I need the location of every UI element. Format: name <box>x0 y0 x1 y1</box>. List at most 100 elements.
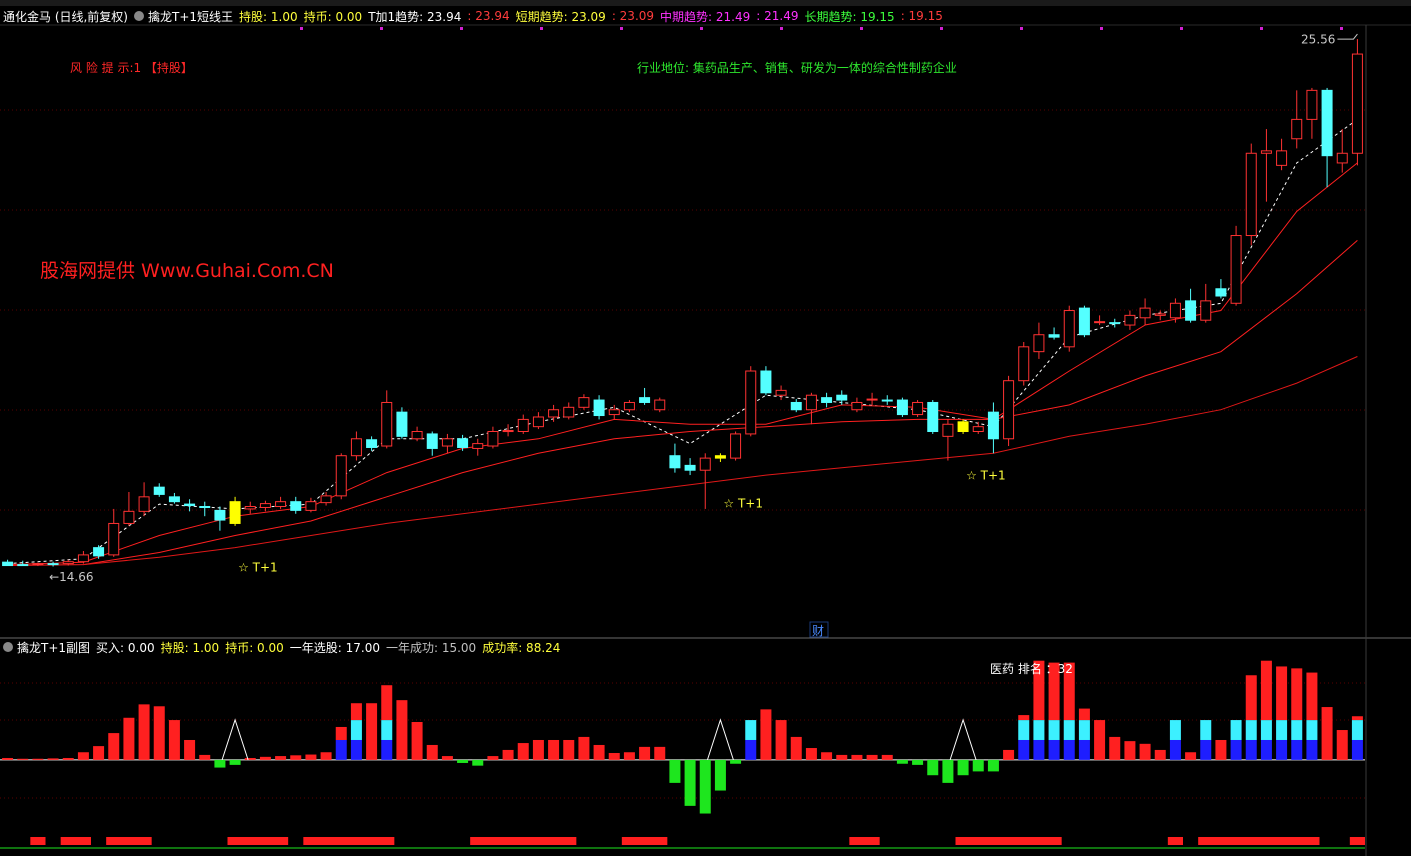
signal-strip <box>60 837 91 845</box>
candle-body <box>578 397 590 408</box>
candle-body <box>17 564 29 567</box>
stock-title: 通化金马 (日线,前复权) <box>3 9 128 24</box>
top-dot <box>940 27 943 30</box>
bar-segment <box>745 720 757 740</box>
candle-body <box>396 411 408 437</box>
header-item: 一年选股: 17.00 <box>289 640 380 655</box>
header-item: 一年成功: 15.00 <box>385 640 477 655</box>
bar-segment <box>714 759 726 791</box>
header-item: 买入: 0.00 <box>96 640 155 655</box>
candle-body <box>1306 89 1318 120</box>
bar-segment <box>1306 739 1318 760</box>
bar-segment <box>1306 672 1318 721</box>
candle-body <box>108 522 120 556</box>
bar-segment <box>320 752 332 760</box>
candle-body <box>1048 334 1060 338</box>
candle-body <box>669 455 681 469</box>
bar-segment <box>972 759 984 772</box>
bar-segment <box>153 706 165 760</box>
bar-segment <box>47 758 59 760</box>
bar-segment <box>1276 666 1288 721</box>
bar-segment <box>684 759 696 806</box>
signal-strip <box>227 837 289 845</box>
signal-triangle <box>221 718 249 761</box>
price-mark-label: ←14.66 <box>49 570 93 584</box>
bar-segment <box>881 754 893 760</box>
candle-body <box>229 501 241 524</box>
candle-body <box>1124 314 1136 326</box>
ma-line <box>83 356 1358 566</box>
header-item: 持股: 1.00 <box>239 9 298 24</box>
candle-body <box>457 438 469 448</box>
ma-line <box>7 162 1358 566</box>
candle-body <box>896 399 908 416</box>
bar-segment <box>259 756 271 760</box>
bar-segment <box>366 703 378 760</box>
bar-segment <box>1078 720 1090 740</box>
bar-segment <box>836 754 848 760</box>
top-dot <box>460 27 463 30</box>
bar-segment <box>214 759 226 768</box>
bar-segment <box>457 759 469 763</box>
watermark: 股海网提供 Www.Guhai.Com.CN <box>40 260 334 282</box>
signal-strip <box>470 837 577 845</box>
candle-body <box>32 563 44 566</box>
bar-segment <box>275 756 287 760</box>
candle-body <box>836 394 848 401</box>
candle-body <box>487 431 499 447</box>
candle-body <box>426 433 438 449</box>
bar-segment <box>805 748 817 760</box>
bar-segment <box>1018 715 1030 721</box>
indicator-icon[interactable] <box>134 11 144 21</box>
signal-strip <box>1167 837 1183 845</box>
bar-segment <box>1048 739 1060 760</box>
bar-segment <box>1169 720 1181 740</box>
bar-segment <box>199 754 211 760</box>
top-dot <box>620 27 623 30</box>
candle-body <box>684 464 696 471</box>
bar-segment <box>487 756 499 760</box>
bar-segment <box>381 720 393 740</box>
candle-body <box>1260 150 1272 154</box>
candle-body <box>1351 53 1363 154</box>
bar-segment <box>851 754 863 760</box>
candle-body <box>138 496 150 512</box>
header-item: 持币: 0.00 <box>225 640 284 655</box>
header-item: : 21.49 <box>756 9 799 23</box>
indicator-icon[interactable] <box>3 642 13 652</box>
cai-label[interactable]: 财 <box>812 624 825 638</box>
candle-body <box>517 418 529 433</box>
bar-segment <box>896 759 908 764</box>
signal-label: ☆ T+1 <box>238 560 278 574</box>
bar-segment <box>1033 660 1045 721</box>
header-item: 短期趋势: 23.09 <box>515 9 606 24</box>
bar-segment <box>305 754 317 760</box>
bar-segment <box>517 743 529 760</box>
candle-body <box>62 561 74 565</box>
candle-body <box>1336 152 1348 164</box>
candle-body <box>214 509 226 521</box>
bar-segment <box>335 739 347 760</box>
bar-segment <box>1215 739 1227 760</box>
bar-segment <box>608 753 620 760</box>
candle-body <box>411 431 423 440</box>
bar-segment <box>1033 739 1045 760</box>
bar-segment <box>1094 720 1106 760</box>
bar-segment <box>639 746 651 760</box>
candle-body <box>472 443 484 449</box>
candle-body <box>350 438 362 457</box>
candle-body <box>259 503 271 508</box>
bar-segment <box>1124 741 1136 760</box>
candle-body <box>1033 334 1045 353</box>
candle-body <box>305 501 317 511</box>
candle-body <box>942 423 954 437</box>
bar-segment <box>1200 739 1212 760</box>
candle-body <box>1063 310 1075 348</box>
signal-strip <box>849 837 880 845</box>
bar-segment <box>1291 668 1303 721</box>
candle-body <box>866 398 878 401</box>
bar-segment <box>441 756 453 760</box>
bar-segment <box>1185 752 1197 760</box>
top-dot <box>860 27 863 30</box>
